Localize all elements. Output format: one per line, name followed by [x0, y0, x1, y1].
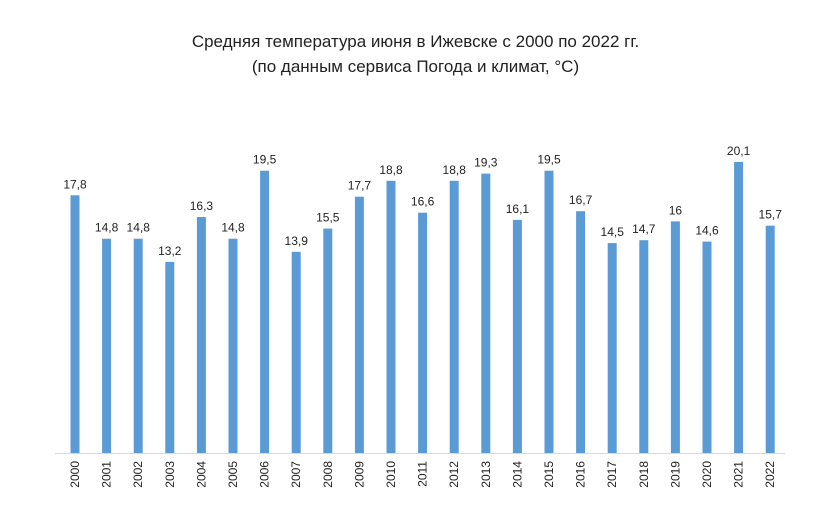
data-label-2022: 15,7 — [759, 208, 783, 222]
x-tick-label-2009: 2009 — [352, 461, 366, 488]
bar-2011 — [418, 212, 428, 453]
bar-2020 — [702, 241, 712, 453]
x-tick-label-2011: 2011 — [416, 461, 430, 487]
data-label-2011: 16,6 — [411, 195, 435, 209]
x-tick-label-2000: 2000 — [68, 461, 82, 488]
data-label-2000: 17,8 — [63, 177, 87, 191]
x-tick-label-2003: 2003 — [163, 461, 177, 488]
x-tick-label-2018: 2018 — [637, 461, 651, 488]
x-tick-label-2021: 2021 — [732, 461, 746, 488]
bar-2022 — [765, 225, 775, 453]
x-tick-label-2001: 2001 — [100, 461, 114, 488]
bar-2004 — [196, 217, 206, 453]
data-label-2016: 16,7 — [569, 193, 593, 207]
data-label-2013: 19,3 — [474, 156, 498, 170]
bar-2009 — [354, 196, 364, 453]
bar-2021 — [734, 162, 744, 453]
x-tick-label-2020: 2020 — [700, 461, 714, 488]
bar-2002 — [133, 238, 143, 453]
data-label-2001: 14,8 — [95, 221, 119, 235]
bar-2012 — [449, 180, 459, 454]
bar-2014 — [512, 219, 522, 453]
data-label-2007: 13,9 — [285, 234, 309, 248]
chart-title: Средняя температура июня в Ижевске с 200… — [191, 32, 640, 51]
data-label-2008: 15,5 — [316, 211, 340, 225]
x-tick-label-2019: 2019 — [668, 461, 682, 488]
bar-2007 — [291, 251, 301, 453]
x-tick-label-2022: 2022 — [763, 461, 777, 488]
data-label-2010: 18,8 — [379, 163, 403, 177]
bar-2003 — [165, 261, 175, 453]
data-label-2003: 13,2 — [158, 244, 182, 258]
x-tick-label-2013: 2013 — [479, 461, 493, 488]
bar-2001 — [102, 238, 112, 453]
data-label-2018: 14,7 — [632, 222, 656, 236]
bar-2010 — [386, 180, 396, 454]
x-tick-label-2015: 2015 — [542, 461, 556, 488]
x-tick-label-2014: 2014 — [510, 461, 524, 488]
bar-2015 — [544, 170, 554, 453]
data-label-2020: 14,6 — [695, 224, 719, 238]
bar-2005 — [228, 238, 238, 453]
bar-2017 — [607, 243, 617, 453]
bar-2016 — [576, 211, 586, 453]
bar-2019 — [670, 221, 680, 453]
x-tick-label-2016: 2016 — [574, 461, 588, 488]
data-label-2021: 20,1 — [727, 144, 751, 158]
data-label-2017: 14,5 — [601, 225, 625, 239]
x-tick-label-2004: 2004 — [194, 461, 208, 488]
x-tick-label-2002: 2002 — [131, 461, 145, 488]
data-label-2012: 18,8 — [443, 163, 467, 177]
bar-2008 — [323, 228, 333, 453]
x-tick-label-2007: 2007 — [289, 461, 303, 488]
x-tick-label-2005: 2005 — [226, 461, 240, 488]
x-tick-label-2010: 2010 — [384, 461, 398, 488]
chart-subtitle: (по данным сервиса Погода и климат, °С) — [251, 57, 580, 76]
data-label-2002: 14,8 — [127, 221, 151, 235]
x-tick-label-2012: 2012 — [447, 461, 461, 488]
bar-2006 — [260, 170, 270, 453]
data-label-2019: 16 — [669, 203, 683, 217]
data-label-2005: 14,8 — [221, 221, 245, 235]
x-tick-label-2017: 2017 — [605, 461, 619, 488]
data-label-2006: 19,5 — [253, 153, 277, 167]
data-label-2004: 16,3 — [190, 199, 214, 213]
x-tick-label-2008: 2008 — [321, 461, 335, 488]
x-tick-label-2006: 2006 — [258, 461, 272, 488]
bar-2013 — [481, 173, 491, 453]
bar-2000 — [70, 195, 80, 454]
data-label-2009: 17,7 — [348, 179, 372, 193]
data-label-2015: 19,5 — [537, 153, 561, 167]
data-label-2014: 16,1 — [506, 202, 530, 216]
bar-2018 — [639, 240, 649, 453]
